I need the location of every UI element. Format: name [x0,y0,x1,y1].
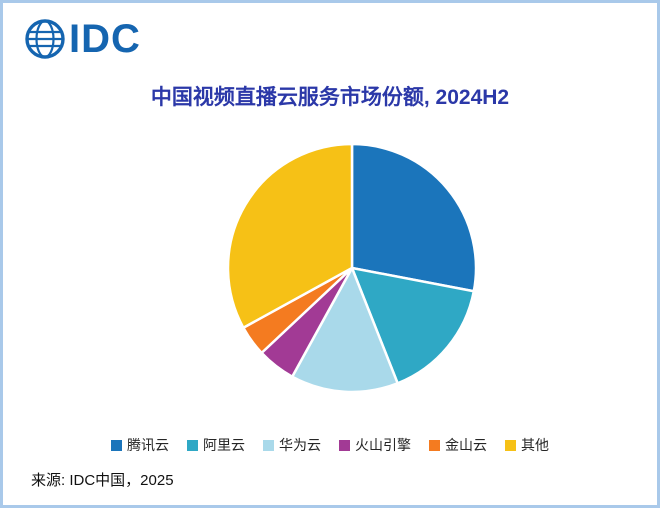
chart-legend: 腾讯云 阿里云 华为云 火山引擎 金山云 其他 [3,435,657,455]
legend-label-2: 华为云 [279,437,321,453]
legend-item-1: 阿里云 [187,435,245,455]
legend-swatch-1 [187,439,198,451]
legend-label-5: 其他 [521,437,549,453]
idc-logo-text: IDC [69,17,141,61]
legend-item-3: 火山引擎 [339,435,411,455]
idc-globe-icon [25,19,65,59]
legend-swatch-3 [339,439,350,451]
legend-item-2: 华为云 [263,435,321,455]
legend-label-1: 阿里云 [203,437,245,453]
legend-swatch-4 [429,439,440,451]
legend-item-4: 金山云 [429,435,487,455]
legend-label-0: 腾讯云 [127,437,169,453]
legend-label-4: 金山云 [445,437,487,453]
legend-swatch-2 [263,439,274,451]
pie-svg [226,142,478,394]
idc-logo: IDC [23,17,141,61]
pie-slice-0 [350,142,478,293]
pie-chart [221,137,483,399]
pie-slice-1 [350,266,476,385]
pie-slice-5 [226,142,354,329]
legend-swatch-5 [505,439,516,451]
chart-title: 中国视频直播云服务市场份额, 2024H2 [150,86,510,109]
legend-item-5: 其他 [505,435,549,455]
legend-swatch-0 [111,439,122,451]
source-note: 来源: IDC中国，2025 [31,472,174,489]
legend-item-0: 腾讯云 [111,435,169,455]
legend-label-3: 火山引擎 [355,437,411,453]
pie-slice-2 [291,266,399,394]
